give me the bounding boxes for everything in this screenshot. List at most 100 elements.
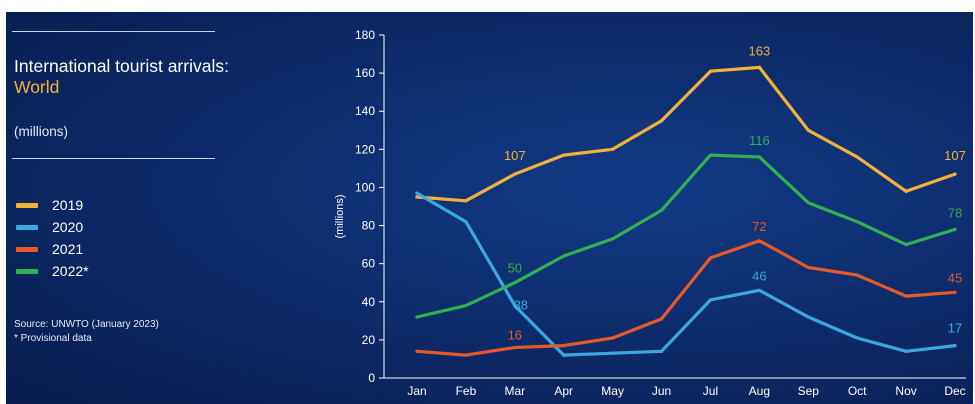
title-accent: World	[14, 77, 60, 97]
y-tick-label: 140	[355, 104, 375, 118]
data-point	[953, 344, 957, 348]
data-point	[708, 153, 713, 157]
data-point	[757, 155, 761, 159]
legend-label: 2022*	[52, 263, 89, 279]
data-point	[757, 65, 761, 69]
source-text: Source: UNWTO (January 2023)	[14, 319, 159, 330]
data-label: 107	[944, 148, 966, 163]
data-point	[562, 344, 566, 348]
data-point	[904, 189, 908, 193]
x-tick-label: Jun	[652, 384, 671, 398]
data-label: 107	[504, 148, 526, 163]
data-point	[953, 290, 957, 294]
data-point	[464, 199, 468, 203]
x-tick-label: Apr	[554, 384, 573, 398]
y-tick-label: 60	[362, 257, 376, 271]
x-tick-label: Mar	[504, 384, 525, 398]
line-chart: 0 20 40 60 80 100 120 140 160 180 Jan Feb Mar Apr May J…	[334, 28, 966, 398]
data-label: 78	[948, 205, 962, 220]
data-label: 45	[948, 270, 962, 285]
data-point	[513, 345, 517, 350]
legend-item-2020: 2020	[16, 216, 89, 238]
title-main: International tourist arrivals:	[14, 56, 229, 76]
data-point	[855, 273, 859, 277]
data-label: 50	[508, 261, 522, 276]
data-point	[806, 201, 810, 205]
top-divider	[12, 31, 215, 32]
x-tick-label: Feb	[456, 384, 477, 398]
series-line-2020	[415, 191, 957, 357]
data-point	[513, 172, 517, 176]
data-point	[757, 288, 761, 292]
legend-item-2022: 2022*	[16, 260, 89, 282]
legend-label: 2021	[52, 241, 84, 257]
data-point	[855, 220, 859, 224]
y-tick-label: 180	[355, 28, 375, 42]
data-point	[953, 172, 957, 176]
data-label: 38	[514, 298, 528, 313]
x-tick-label: Nov	[895, 384, 916, 398]
data-point	[464, 220, 468, 224]
data-point	[708, 69, 713, 73]
x-tick-label: Sep	[798, 384, 820, 398]
data-point	[953, 227, 957, 231]
legend-swatch	[16, 246, 38, 252]
data-point	[855, 336, 859, 340]
x-tick-label: Jul	[703, 384, 718, 398]
data-point	[513, 281, 517, 285]
data-label: 116	[749, 133, 770, 148]
x-tick-label: Jan	[407, 384, 426, 398]
data-label: 17	[948, 321, 962, 336]
x-tick-label: Dec	[944, 384, 965, 398]
legend-label: 2020	[52, 219, 84, 235]
data-point	[659, 317, 664, 321]
data-point	[415, 315, 419, 319]
data-label: 72	[752, 219, 766, 234]
data-point	[708, 256, 713, 260]
y-tick-label: 160	[355, 66, 375, 80]
data-point	[562, 153, 566, 157]
data-point	[904, 349, 908, 353]
data-point	[562, 353, 566, 357]
data-point	[415, 195, 419, 199]
x-tick-label: Aug	[749, 384, 770, 398]
data-point	[562, 254, 566, 258]
data-point	[708, 298, 713, 302]
legend-item-2019: 2019	[16, 194, 89, 216]
data-point	[855, 155, 859, 159]
y-tick-label: 40	[362, 295, 376, 309]
x-tick-label: Oct	[848, 384, 867, 398]
data-point	[659, 119, 664, 123]
data-point	[806, 265, 810, 270]
data-point	[757, 239, 761, 243]
chart-panel: International tourist arrivals: World (m…	[6, 12, 973, 404]
data-label: 16	[508, 328, 522, 343]
data-point	[611, 351, 615, 355]
source-note: Source: UNWTO (January 2023) * Provision…	[14, 318, 159, 346]
data-point	[806, 128, 810, 132]
provisional-footnote: * Provisional data	[14, 333, 92, 344]
data-point	[464, 303, 468, 308]
data-point	[904, 243, 908, 247]
data-point	[415, 191, 419, 195]
legend-item-2021: 2021	[16, 238, 89, 260]
data-point	[611, 237, 615, 241]
legend-label: 2019	[52, 197, 84, 213]
legend-swatch	[16, 268, 38, 274]
data-label: 163	[749, 43, 771, 58]
bottom-divider	[12, 158, 215, 159]
legend-swatch	[16, 202, 38, 208]
data-point	[513, 303, 517, 308]
data-point	[806, 315, 810, 319]
legend: 2019 2020 2021 2022*	[16, 194, 89, 282]
x-tick-label: May	[601, 384, 624, 398]
data-point	[611, 336, 615, 340]
data-point	[464, 353, 468, 357]
data-point	[659, 208, 664, 212]
y-tick-label: 100	[355, 180, 375, 194]
series-line-2019	[415, 65, 957, 203]
series-line-2022	[415, 153, 957, 319]
y-tick-label: 20	[362, 333, 376, 347]
data-point	[415, 349, 419, 353]
data-label: 46	[752, 268, 766, 283]
